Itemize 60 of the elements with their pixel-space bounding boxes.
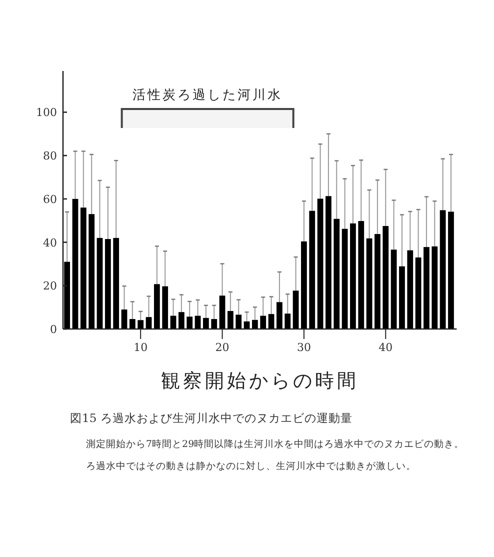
- bar: [350, 223, 356, 329]
- bar: [382, 226, 389, 329]
- bar: [284, 314, 291, 329]
- bar: [358, 221, 364, 329]
- bar: [317, 198, 324, 329]
- bar: [399, 266, 405, 329]
- bar: [366, 238, 372, 329]
- bar: [146, 317, 152, 329]
- y-tick-label: 80: [43, 150, 57, 163]
- band-label: 活性炭ろ過した河川水: [132, 88, 283, 103]
- bar: [211, 319, 218, 329]
- bar: [260, 316, 266, 329]
- y-tick-label: 60: [43, 192, 57, 206]
- y-tick-label: 40: [43, 236, 57, 250]
- bar: [236, 314, 242, 329]
- bar: [154, 284, 160, 329]
- bar: [219, 296, 226, 329]
- bar: [390, 250, 397, 329]
- bar: [104, 239, 111, 329]
- bar: [228, 311, 234, 329]
- text: ろ過水中ではその動きは静かなのに対し、生河川水中では動きが激しい。: [86, 460, 416, 472]
- x-tick-label: 30: [296, 341, 311, 354]
- bar: [301, 241, 307, 329]
- bar: [80, 208, 86, 329]
- y-tick-label: 20: [43, 280, 57, 293]
- bar: [252, 320, 258, 329]
- y-tick-label: 100: [36, 106, 57, 120]
- bar: [424, 247, 430, 329]
- bar: [326, 196, 332, 329]
- caption: 図15 ろ過水および生河川水中でのヌカエビの運動量: [70, 411, 352, 425]
- x-tick-label: 20: [215, 341, 230, 354]
- y-tick-label: 0: [50, 323, 57, 336]
- bar: [268, 314, 274, 329]
- bar: [448, 212, 454, 329]
- bar: [72, 198, 78, 329]
- x-tick-label: 10: [134, 341, 148, 354]
- bar: [407, 250, 414, 329]
- bar: [203, 318, 209, 329]
- x-tick-label: 40: [378, 341, 393, 354]
- x-axis-title: 観察開始からの時間: [160, 370, 359, 392]
- bar: [292, 290, 299, 329]
- bar: [309, 210, 316, 329]
- bar: [415, 257, 422, 329]
- bar: [96, 238, 103, 329]
- bar: [374, 234, 380, 329]
- bar: [113, 238, 120, 329]
- bar: [138, 320, 144, 329]
- bar: [334, 218, 340, 329]
- bar: [276, 302, 282, 329]
- bar: [342, 228, 348, 329]
- bar: [121, 309, 128, 329]
- bar: [186, 316, 193, 329]
- bar: [440, 210, 446, 329]
- bar: [88, 214, 95, 329]
- bar: [64, 262, 70, 329]
- bar: [162, 286, 168, 329]
- text: 測定開始から7時間と29時間以降は生河川水を中間はろ過水中でのヌカエビの動き。: [86, 438, 464, 450]
- bar: [178, 312, 184, 329]
- bar: [432, 246, 438, 329]
- bar: [129, 319, 136, 329]
